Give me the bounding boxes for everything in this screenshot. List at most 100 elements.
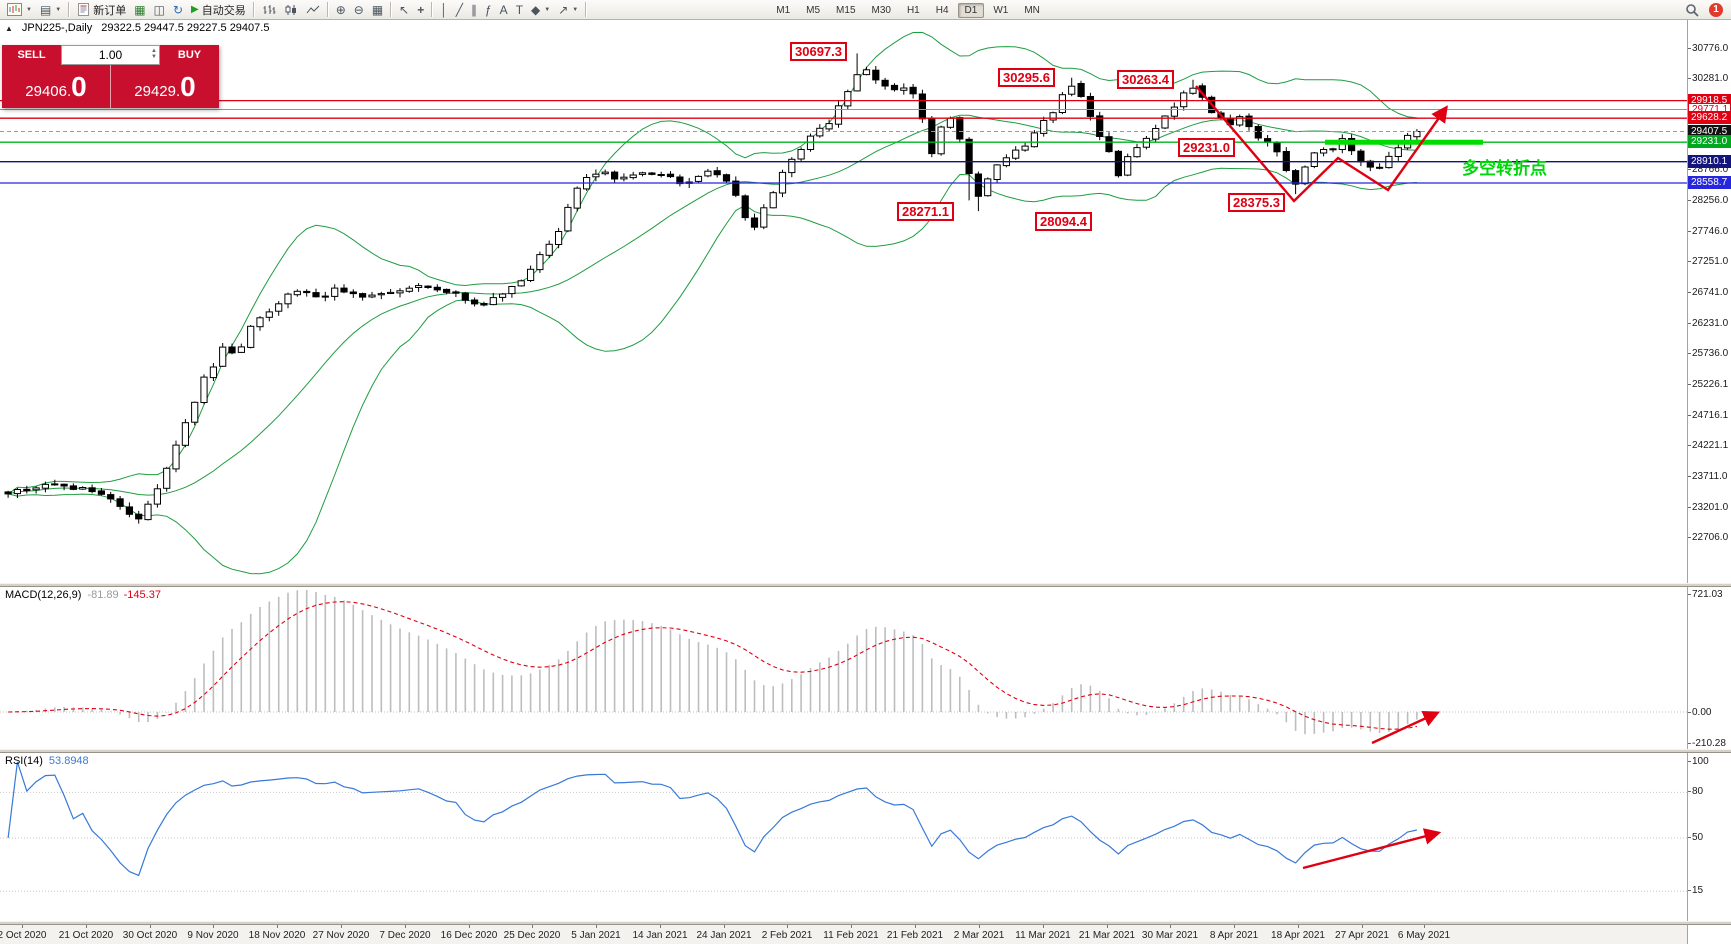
text-tool-button[interactable]: A xyxy=(496,1,512,19)
price-annotation-box[interactable]: 30295.6 xyxy=(998,68,1055,87)
macd-axis-label: 0.00 xyxy=(1687,707,1712,718)
macd-indicator-label: MACD(12,26,9) -81.89 -145.37 xyxy=(5,589,161,601)
timeframe-MN-button[interactable]: MN xyxy=(1024,4,1040,16)
price-annotation-box[interactable]: 30697.3 xyxy=(790,42,847,61)
timeframe-W1-button[interactable]: W1 xyxy=(993,4,1009,16)
cursor-tool-button[interactable]: ↖ xyxy=(395,1,413,19)
time-axis-label: 8 Apr 2021 xyxy=(1209,930,1259,941)
market-watch-icon: ▦ xyxy=(134,2,146,17)
macd-signal-line xyxy=(8,601,1418,730)
time-axis-label: 24 Jan 2021 xyxy=(696,930,752,941)
sell-price-main: 29406 xyxy=(25,82,67,100)
channel-tool-button[interactable]: ∥ xyxy=(467,1,481,19)
volume-input[interactable]: 1.00 ▲ ▼ xyxy=(61,45,160,65)
buy-label: BUY xyxy=(177,49,202,61)
tile-windows-button[interactable]: ▦ xyxy=(368,1,387,19)
sell-button[interactable]: SELL xyxy=(2,45,61,65)
bar-chart-button[interactable] xyxy=(258,1,280,19)
timeframe-D1-button[interactable]: D1 xyxy=(957,2,985,18)
bar-chart-icon xyxy=(263,4,276,14)
time-axis-tick xyxy=(1107,925,1108,928)
line-chart-button[interactable] xyxy=(302,1,324,19)
cursor-icon: ↖ xyxy=(399,2,410,17)
new-order-button[interactable]: 新订单 xyxy=(73,1,130,19)
channel-icon: ∥ xyxy=(470,2,477,17)
collapse-trade-panel-icon[interactable]: ▲ xyxy=(5,23,13,33)
rsi-trend-arrow[interactable] xyxy=(1302,828,1442,870)
chart-ohlc-readout: 29322.5 29447.5 29227.5 29407.5 xyxy=(101,22,270,34)
timeframe-M1-button[interactable]: M1 xyxy=(776,4,791,16)
price-axis-label: 28256.0 xyxy=(1687,195,1729,207)
time-axis-tick xyxy=(787,925,788,928)
volume-stepper[interactable]: ▲ ▼ xyxy=(151,48,157,60)
notification-badge[interactable]: 1 xyxy=(1709,2,1723,17)
vertical-line-tool-button[interactable]: │ xyxy=(436,1,452,19)
time-axis-tick xyxy=(86,925,87,928)
price-axis-label: 22706.0 xyxy=(1687,531,1729,543)
bollinger-upper-band xyxy=(7,31,1417,495)
buy-price-display[interactable]: 29429. 0 xyxy=(111,65,219,108)
trendline-icon: ╱ xyxy=(455,2,463,17)
profiles-button[interactable]: ▤ ▼ xyxy=(36,1,65,19)
time-axis-label: 27 Nov 2020 xyxy=(312,930,370,941)
timeframe-H1-button[interactable]: H1 xyxy=(906,4,920,16)
time-axis-tick xyxy=(22,925,23,928)
price-tag-28910.1: 28910.1 xyxy=(1688,154,1731,168)
rsi-axis-label: 15 xyxy=(1687,885,1704,897)
time-axis-label: 9 Nov 2020 xyxy=(187,930,239,941)
pivot-point-text[interactable]: 多空转折点 xyxy=(1462,159,1547,178)
price-annotation-box[interactable]: 30263.4 xyxy=(1117,70,1174,89)
macd-trend-arrow[interactable] xyxy=(1371,711,1441,745)
stepper-up-icon[interactable]: ▲ xyxy=(151,48,157,54)
autotrading-button[interactable]: ▶ 自动交易 xyxy=(187,1,250,19)
price-annotation-box[interactable]: 29231.0 xyxy=(1178,138,1235,157)
timeframe-H4-button[interactable]: H4 xyxy=(935,4,949,16)
buy-price-main: 29429 xyxy=(134,82,176,100)
label-tool-button[interactable]: T xyxy=(512,1,527,19)
profiles-icon: ▤ xyxy=(39,2,52,17)
shapes-tool-button[interactable]: ◆ ▼ xyxy=(527,1,554,19)
panel-separator[interactable] xyxy=(0,921,1731,925)
macd-name: MACD(12,26,9) xyxy=(5,589,82,601)
data-window-button[interactable]: ◫ xyxy=(150,1,169,19)
price-annotation-box[interactable]: 28271.1 xyxy=(897,202,954,221)
price-annotation-box[interactable]: 28094.4 xyxy=(1035,212,1092,231)
candle-chart-button[interactable] xyxy=(280,1,302,19)
panel-separator[interactable] xyxy=(0,749,1731,753)
zoom-out-button[interactable]: ⊖ xyxy=(350,1,368,19)
zoom-in-button[interactable]: ⊕ xyxy=(332,1,350,19)
buy-price-dot: . xyxy=(175,82,181,100)
stepper-down-icon[interactable]: ▼ xyxy=(151,54,157,60)
volume-value: 1.00 xyxy=(98,48,123,62)
toolbar-separator xyxy=(252,2,255,17)
rsi-panel xyxy=(0,761,1687,892)
crosshair-icon: + xyxy=(417,2,425,17)
timeframe-M30-button[interactable]: M30 xyxy=(871,4,891,16)
time-axis-label: 30 Oct 2020 xyxy=(122,930,178,941)
trend-zigzag-arrow[interactable] xyxy=(1195,85,1448,203)
sell-price-display[interactable]: 29406. 0 xyxy=(2,65,111,108)
fibonacci-tool-button[interactable]: ƒ xyxy=(481,1,496,19)
bollinger-middle-band xyxy=(7,114,1417,496)
price-axis[interactable]: 30776.0 30281.0 28766.0 28256.0 27746.0 27251… xyxy=(1687,0,1731,944)
time-axis[interactable]: 2 Oct 2020 21 Oct 2020 30 Oct 2020 9 Nov 20… xyxy=(0,925,1687,944)
sell-price-dot: . xyxy=(66,82,72,100)
time-axis-tick xyxy=(150,925,151,928)
price-annotation-box[interactable]: 28375.3 xyxy=(1228,193,1285,212)
crosshair-tool-button[interactable]: + xyxy=(413,1,428,19)
rsi-line xyxy=(7,761,1418,877)
timeframe-M5-button[interactable]: M5 xyxy=(806,4,821,16)
market-watch-button[interactable]: ▦ xyxy=(130,1,149,19)
bollinger-lower-band xyxy=(7,167,1417,575)
panel-separator[interactable] xyxy=(0,583,1731,587)
time-axis-label: 16 Dec 2020 xyxy=(440,930,498,941)
refresh-button[interactable]: ↻ xyxy=(169,1,187,19)
data-window-icon: ◫ xyxy=(153,2,165,17)
trendline-tool-button[interactable]: ╱ xyxy=(452,1,467,19)
timeframe-M15-button[interactable]: M15 xyxy=(836,4,856,16)
buy-button[interactable]: BUY xyxy=(160,45,219,65)
new-chart-button[interactable]: ▼ xyxy=(3,1,36,19)
arrows-tool-button[interactable]: ↗ ▼ xyxy=(554,1,582,19)
search-button[interactable] xyxy=(1681,1,1703,19)
